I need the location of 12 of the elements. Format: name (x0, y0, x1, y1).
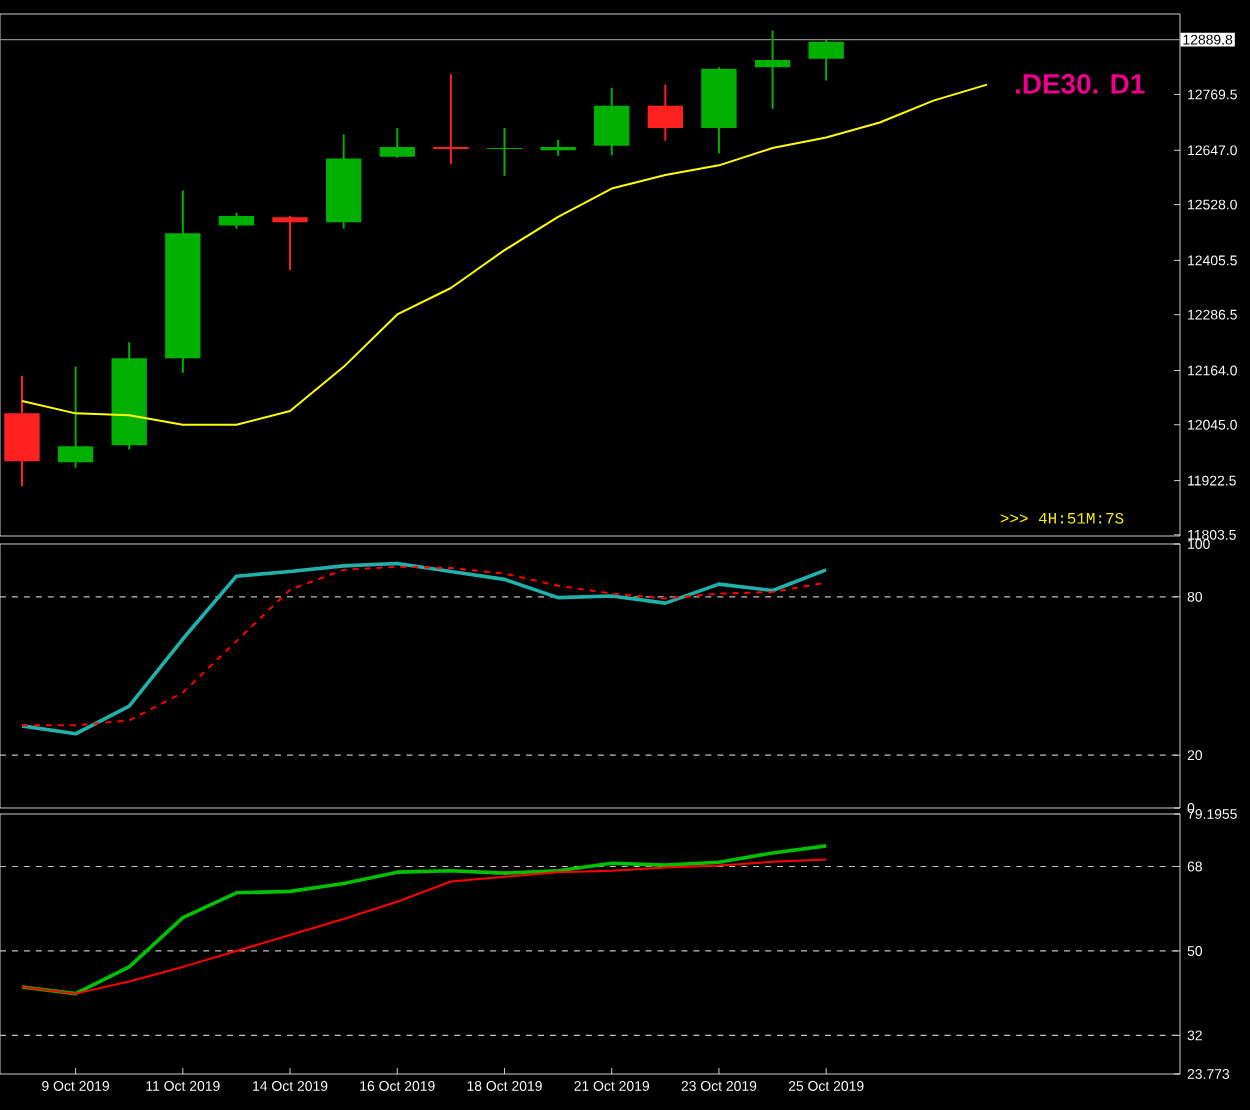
candlestick (433, 73, 469, 165)
candlestick (379, 126, 415, 160)
line-series (20, 83, 989, 426)
candlestick (57, 365, 94, 469)
candlestick (272, 214, 308, 272)
candlestick (647, 83, 684, 142)
text: .DE30. D1 (1015, 74, 1145, 94)
candlestick (4, 374, 40, 488)
candlestick (594, 86, 630, 157)
candlestick (754, 29, 791, 110)
candlestick (808, 38, 844, 82)
candlestick (486, 126, 523, 177)
